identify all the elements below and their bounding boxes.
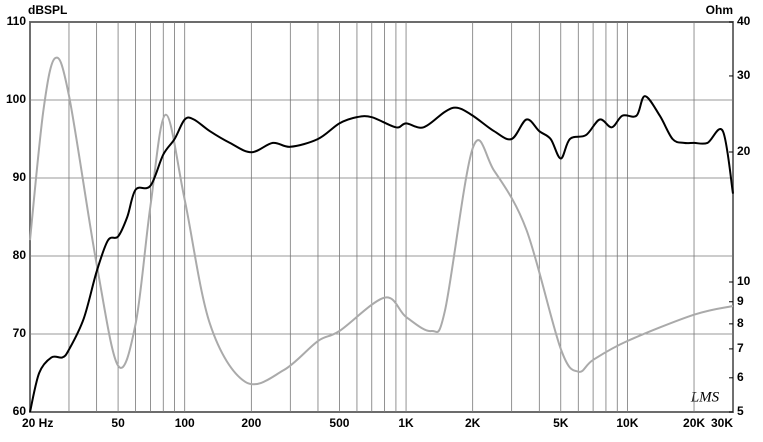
y2-tick-label: 5	[737, 404, 744, 418]
y2-tick-label: 10	[737, 274, 751, 288]
x-tick-label: 500	[329, 416, 349, 430]
x-tick-label: 10K	[616, 416, 638, 430]
y2-tick-label: 40	[737, 14, 751, 28]
y2-tick-label: 8	[737, 316, 744, 330]
series-line	[29, 95, 734, 413]
x-tick-label: 20 Hz	[22, 416, 53, 430]
watermark: LMS	[690, 389, 720, 405]
y2-axis-label: Ohm	[706, 3, 733, 17]
x-tick-label: 5K	[553, 416, 569, 430]
y2-tick-label: 6	[737, 370, 744, 384]
x-tick-label: 20K	[683, 416, 705, 430]
x-tick-label: 30K	[711, 416, 733, 430]
y-tick-label: 110	[7, 14, 27, 28]
x-tick-label: 2K	[465, 416, 481, 430]
y-tick-label: 100	[6, 92, 26, 106]
y-tick-label: 60	[13, 404, 27, 418]
y-axis-label: dBSPL	[28, 3, 67, 17]
x-tick-label: 50	[111, 416, 125, 430]
x-tick-label: 200	[241, 416, 261, 430]
x-tick-label: 100	[175, 416, 195, 430]
y2-tick-label: 20	[737, 144, 751, 158]
y2-tick-label: 9	[737, 294, 744, 308]
y2-tick-label: 7	[737, 341, 744, 355]
x-tick-label: 1K	[398, 416, 414, 430]
y2-tick-label: 30	[737, 68, 751, 82]
y-tick-label: 80	[13, 248, 27, 262]
y-tick-label: 70	[13, 326, 27, 340]
y-tick-label: 90	[13, 170, 27, 184]
